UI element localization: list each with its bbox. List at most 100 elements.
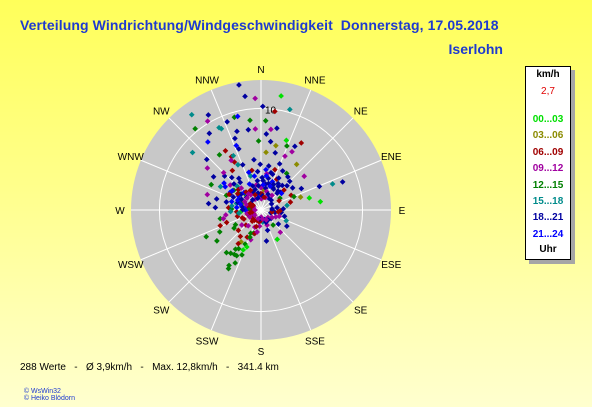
credit-author: © Heiko Blödorn (23, 395, 75, 402)
data-point (236, 175, 242, 182)
radial-ring: 10 (158, 105, 364, 313)
data-point (230, 152, 237, 159)
data-point (232, 221, 239, 228)
data-point (261, 194, 268, 201)
data-point (280, 206, 287, 212)
data-point (263, 149, 269, 156)
data-point (234, 190, 241, 197)
data-point (278, 93, 284, 99)
data-point (252, 207, 258, 213)
legend-max-value: 2,7 (541, 86, 555, 97)
data-point (228, 157, 235, 164)
data-point (222, 147, 229, 154)
data-point (275, 175, 282, 181)
legend-band-item: 21...24 (532, 228, 564, 240)
credit-software: © WsWin32 (23, 388, 61, 395)
data-point (232, 246, 239, 253)
legend-bands: 00...03 03...06 06...09 09...12 12...15 … (526, 112, 570, 243)
data-point (268, 169, 274, 176)
legend-unit: km/h (536, 69, 560, 80)
data-point (232, 260, 239, 266)
data-point (275, 208, 281, 215)
data-point (254, 195, 261, 202)
data-point (239, 161, 246, 168)
data-point (279, 182, 286, 189)
data-point (272, 166, 278, 173)
data-point (206, 130, 213, 137)
data-point (205, 200, 212, 207)
data-point (262, 117, 269, 124)
data-point (297, 194, 304, 200)
data-point (237, 201, 244, 207)
data-point (317, 198, 324, 205)
data-point (235, 227, 242, 234)
data-point (269, 209, 275, 215)
data-point (229, 203, 235, 209)
data-point (329, 181, 336, 187)
legend-band-item: 15...18 (532, 196, 564, 208)
data-point (251, 212, 258, 218)
data-point (259, 174, 265, 181)
data-point (267, 138, 274, 145)
data-point (257, 161, 264, 168)
data-point (306, 195, 313, 201)
legend-band-item: 09...12 (532, 163, 564, 175)
data-point (245, 191, 252, 197)
data-point (237, 233, 244, 240)
direction-label: NNE (304, 76, 325, 87)
data-point (274, 204, 280, 211)
data-point (283, 217, 290, 224)
data-point (282, 153, 288, 160)
data-point (291, 193, 297, 200)
data-point (238, 185, 245, 191)
data-point (255, 138, 262, 144)
data-point (252, 192, 259, 198)
data-point (234, 128, 240, 135)
data-point (228, 174, 235, 181)
direction-label: ESE (381, 260, 401, 271)
data-point (204, 165, 211, 171)
data-point (274, 125, 280, 132)
summary-stats: 288 Werte - Ø 3,9km/h - Max. 12,8km/h - … (20, 362, 279, 373)
data-point (254, 168, 261, 175)
data-point (245, 222, 252, 229)
data-point (277, 229, 284, 236)
data-point (272, 214, 279, 220)
speed-legend: km/h 2,7 00...03 03...06 06...09 09...12… (525, 66, 571, 260)
data-point (205, 112, 212, 118)
legend-band-item: 03...06 (532, 130, 564, 142)
data-point (270, 222, 276, 228)
data-point (254, 177, 261, 184)
data-point (216, 152, 223, 158)
data-point (276, 197, 282, 204)
data-point (275, 221, 282, 227)
data-point (217, 222, 224, 229)
direction-labels: N NNE NE ENE E ESE SE SSE S SSW SW WSW W WNW NW NNW (115, 65, 405, 358)
data-point (226, 262, 232, 269)
data-point (249, 218, 256, 225)
data-point (269, 192, 275, 199)
data-point (284, 202, 290, 209)
data-point (243, 244, 250, 250)
data-point (286, 178, 293, 185)
data-point (247, 234, 253, 241)
data-point (274, 236, 281, 243)
data-point (284, 223, 290, 229)
legend-band-item: 18...21 (532, 212, 564, 224)
data-point (263, 238, 270, 244)
data-point (214, 238, 220, 244)
data-point (269, 206, 275, 212)
spoke-line (260, 159, 382, 211)
data-point (272, 108, 278, 115)
data-point (210, 173, 217, 180)
data-point (217, 215, 224, 222)
data-point (263, 131, 270, 137)
direction-label: SW (153, 306, 170, 317)
direction-spokes (131, 80, 391, 340)
data-point (265, 163, 272, 169)
data-point (316, 183, 323, 190)
direction-label: N (257, 65, 264, 76)
data-point (251, 156, 257, 163)
chart-title: Verteilung Windrichtung/Windgeschwindigk… (20, 17, 499, 33)
data-point (232, 135, 238, 142)
